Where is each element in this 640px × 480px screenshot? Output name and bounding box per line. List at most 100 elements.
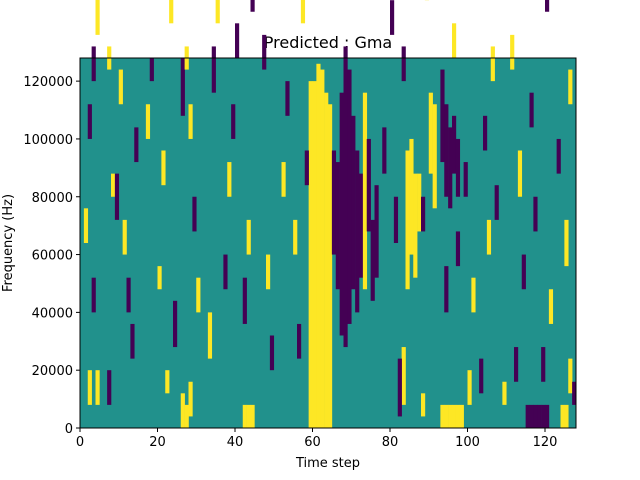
y-tick-label: 80000: [32, 191, 73, 206]
heatmap-cell: [463, 162, 468, 197]
heatmap-cell: [452, 115, 457, 174]
heatmap-cell: [91, 277, 96, 313]
heatmap-cell: [107, 370, 112, 405]
heatmap-cell: [188, 104, 193, 139]
chart-title: Predicted : Gma: [264, 33, 392, 52]
heatmap-cell: [533, 404, 538, 429]
heatmap-cell: [293, 219, 298, 255]
y-tick-label: 0: [65, 422, 73, 437]
x-tick-label: 100: [455, 435, 480, 450]
heatmap-cells: [83, 0, 577, 429]
y-tick-label: 120000: [23, 75, 73, 90]
heatmap-cell: [494, 185, 499, 220]
heatmap-cell: [529, 404, 534, 429]
heatmap-cell: [262, 34, 267, 70]
heatmap-cell: [455, 231, 461, 267]
heatmap-cell: [397, 358, 402, 417]
heatmap-cell: [370, 219, 375, 301]
heatmap-cell: [355, 150, 360, 313]
heatmap-cell: [231, 104, 236, 139]
heatmap-cell: [514, 347, 519, 382]
heatmap-cell: [95, 0, 100, 35]
heatmap-cell: [91, 46, 96, 82]
x-tick-label: 40: [227, 435, 244, 450]
plot-frame: [79, 57, 577, 429]
heatmap-cell: [161, 150, 166, 186]
heatmap-cell: [448, 404, 453, 429]
heatmap-cell: [521, 254, 526, 290]
heatmap-cell: [242, 277, 247, 324]
heatmap-cell: [541, 404, 546, 429]
heatmap-cell: [533, 196, 538, 232]
heatmap-cell: [545, 404, 550, 429]
heatmap-cell: [235, 23, 240, 59]
heatmap-cell: [545, 0, 550, 12]
heatmap-cell: [440, 404, 445, 429]
heatmap-cell: [510, 34, 515, 70]
heatmap-cell: [250, 0, 255, 12]
heatmap-cell: [87, 104, 92, 139]
x-tick-label: 20: [149, 435, 166, 450]
y-tick-label: 100000: [23, 133, 73, 148]
heatmap-cell: [471, 277, 476, 313]
heatmap-cell: [568, 69, 573, 105]
heatmap-cell: [281, 162, 286, 197]
x-tick-label: 80: [382, 435, 399, 450]
heatmap-cell: [83, 208, 89, 243]
heatmap-cell: [564, 219, 569, 267]
heatmap-cell: [444, 404, 449, 429]
heatmap-cell: [339, 92, 344, 336]
heatmap-cell: [145, 104, 151, 139]
heatmap-cell: [297, 323, 302, 359]
heatmap-cell: [393, 196, 399, 243]
x-axis: 0 20 40 60 80 100 120: [76, 428, 558, 450]
heatmap-cell: [401, 46, 406, 82]
heatmap-cell: [351, 115, 356, 290]
heatmap-cell: [173, 300, 178, 348]
heatmap-cell: [366, 138, 371, 232]
heatmap-cell: [564, 404, 569, 429]
heatmap-cell: [421, 196, 426, 232]
y-tick-label: 20000: [32, 364, 73, 379]
x-tick-label: 0: [76, 435, 84, 450]
heatmap-cell: [331, 150, 337, 255]
x-tick-label: 60: [304, 435, 321, 450]
heatmap-cell: [502, 381, 507, 405]
x-axis-label: Time step: [295, 456, 360, 471]
heatmap-cell: [467, 370, 472, 405]
heatmap-cell: [479, 358, 484, 394]
heatmap-cell: [486, 219, 492, 255]
heatmap-cell: [362, 92, 368, 290]
heatmap-cell: [343, 46, 348, 348]
heatmap-cell: [413, 173, 418, 278]
heatmap-cell: [266, 254, 271, 290]
heatmap-cell: [328, 104, 333, 428]
heatmap-cell: [455, 138, 461, 197]
heatmap-cell: [126, 277, 131, 313]
heatmap-cell: [448, 127, 453, 209]
heatmap-cell: [223, 254, 228, 290]
heatmap-cell: [169, 0, 174, 24]
heatmap-cell: [401, 347, 406, 405]
heatmap-cell: [556, 138, 561, 174]
heatmap-cell: [459, 404, 464, 429]
heatmap-cell: [308, 81, 313, 429]
heatmap-cell: [572, 381, 577, 405]
heatmap-cell: [483, 115, 488, 151]
heatmap-cell: [440, 69, 445, 163]
x-tick-label: 120: [533, 435, 558, 450]
heatmap-cell: [529, 92, 534, 128]
heatmap-cell: [300, 0, 306, 24]
heatmap-cell: [180, 393, 185, 428]
y-axis-label: Frequency (Hz): [1, 194, 16, 292]
heatmap-cell: [409, 138, 414, 255]
heatmap-cell: [490, 46, 495, 82]
heatmap-cell: [374, 185, 379, 278]
heatmap-cell: [118, 69, 123, 105]
heatmap-cell: [242, 404, 247, 429]
heatmap-cell: [157, 266, 162, 290]
heatmap-cell: [250, 404, 255, 429]
heatmap-cell: [541, 347, 546, 382]
heatmap-cell: [320, 69, 325, 428]
heatmap-cell: [227, 162, 232, 197]
